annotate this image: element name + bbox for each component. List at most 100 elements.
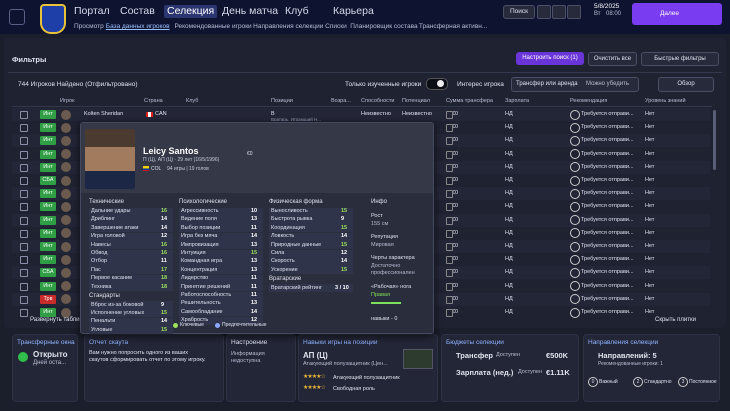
attr-row	[269, 284, 353, 293]
continue-button[interactable]: Далее	[632, 3, 722, 25]
toolbar-icon[interactable]	[567, 5, 581, 19]
column-header[interactable]: Страна	[144, 98, 163, 104]
cell-wage: НД	[505, 137, 513, 144]
time: 08:00	[606, 11, 622, 17]
panel-title: Трансферные окна	[17, 339, 75, 346]
mood-panel: Настроение Информация недоступна	[226, 334, 296, 402]
attr-value: 14	[251, 308, 258, 315]
checkbox[interactable]	[20, 150, 28, 159]
toolbar-icon[interactable]	[537, 5, 551, 19]
attr-name: Координация	[271, 224, 305, 231]
nav-subtab[interactable]: Списки	[325, 23, 347, 30]
avatar	[61, 109, 71, 120]
kind-count: 0	[588, 377, 598, 387]
nav-subtab[interactable]: Планировщик состава	[350, 23, 418, 30]
budget-amount: €1.11K	[546, 368, 570, 377]
checkbox[interactable]	[20, 124, 28, 133]
expand-table[interactable]: Развернуть таблицу	[30, 317, 86, 323]
column-header[interactable]: Уровень знаний	[645, 98, 686, 104]
rec-icon	[570, 228, 580, 239]
attr-value: 14	[251, 233, 258, 240]
attr-value: 15	[251, 250, 258, 256]
column-header[interactable]: Игрок	[60, 98, 75, 104]
column-header[interactable]: Способности	[361, 98, 395, 104]
nav-tab[interactable]: Портал	[74, 5, 110, 17]
cell-rec: Требуется отправи...	[581, 309, 634, 315]
attr-name: Природные данные	[271, 241, 322, 248]
nav-tab[interactable]: Клуб	[285, 5, 309, 17]
checkbox[interactable]	[20, 295, 28, 304]
info-title: Инфо	[371, 199, 387, 205]
nav-tab[interactable]: Селекция	[164, 5, 218, 18]
search-button[interactable]: Поиск	[503, 5, 535, 19]
checkbox[interactable]	[20, 269, 28, 278]
cell-fee: €0	[452, 163, 459, 170]
mood-text: Информация недоступна	[231, 351, 265, 364]
transfer-text: Трансфер или аренда	[516, 81, 578, 87]
cell-position-detail: Вратарь, Играющий Н...	[271, 116, 322, 122]
group-subtitle: Стандарты	[89, 293, 120, 299]
checkbox[interactable]	[20, 111, 28, 119]
fee-icon	[446, 243, 453, 251]
column-header[interactable]: Позиции	[271, 98, 293, 104]
group-subtitle: Вратарские	[269, 276, 302, 283]
quick-filters[interactable]: Быстрые фильтры	[641, 52, 719, 66]
nav-tab[interactable]: День матча	[222, 5, 279, 17]
fee-icon	[446, 269, 453, 278]
cell-knowledge: Нет	[645, 150, 655, 157]
cell-rec: Требуется отправи...	[581, 243, 634, 249]
configure-search[interactable]: Настроить поиск (1)	[516, 52, 584, 65]
clear-all[interactable]: Очистить все	[588, 52, 637, 66]
nav-tab[interactable]: Карьера	[333, 5, 374, 17]
checkbox[interactable]	[20, 243, 28, 251]
attr-row	[89, 326, 173, 335]
transfer-window-panel: Трансферные окна Открыто Дней оста...	[12, 334, 78, 402]
tag: Инт	[40, 255, 56, 265]
toolbar-icon[interactable]	[552, 5, 566, 19]
column-header[interactable]: Сумма трансфера	[446, 98, 493, 104]
hide-tiles[interactable]: Скрыть плитки	[655, 317, 696, 323]
column-header[interactable]: Клуб	[186, 98, 199, 104]
checkbox[interactable]	[20, 216, 28, 225]
avatar	[61, 215, 71, 226]
nav-tab[interactable]: Состав	[120, 5, 155, 17]
view-button[interactable]: Обзор	[658, 77, 714, 92]
nav-subtab[interactable]: Трансферная активн...	[418, 23, 488, 30]
attr-row	[269, 266, 353, 275]
cell-position: В	[271, 111, 275, 117]
checkbox[interactable]	[20, 282, 28, 291]
attr-value: 13	[251, 216, 258, 223]
checkbox[interactable]	[20, 137, 28, 146]
nav-subtab[interactable]: Рекомендованные игроки	[174, 23, 252, 30]
menu-icon[interactable]	[9, 9, 25, 25]
checkbox[interactable]	[20, 309, 28, 317]
checkbox[interactable]	[20, 256, 28, 265]
attr-row	[269, 241, 353, 250]
cell-knowledge: Нет	[645, 282, 655, 289]
cell-knowledge: Нет	[645, 203, 655, 210]
nav-subtab[interactable]: База данных игроков	[105, 23, 170, 30]
tag: Инт	[40, 215, 56, 225]
cell-knowledge: Нет	[645, 295, 655, 302]
attr-value: 13	[251, 300, 258, 307]
checkbox[interactable]	[20, 177, 28, 185]
column-header[interactable]: Потенциал	[402, 98, 430, 104]
attr-row	[179, 257, 263, 266]
column-header[interactable]: Зарплата	[505, 98, 530, 104]
checkbox[interactable]	[20, 163, 28, 172]
nav-subtab[interactable]: Направления селекции	[253, 23, 324, 30]
checkbox[interactable]	[20, 203, 28, 212]
checkbox[interactable]	[20, 190, 28, 199]
scrollbar	[713, 110, 716, 170]
checkbox[interactable]	[20, 229, 28, 238]
row[interactable]	[12, 108, 710, 121]
attr-value: 18	[161, 283, 168, 290]
transfer-filter[interactable]: Трансфер или аренда Можно убедить	[511, 77, 639, 92]
column-header[interactable]: Рекомендация	[570, 98, 608, 104]
rec-icon	[570, 307, 580, 318]
tag: Трв	[40, 294, 56, 304]
cell-knowledge: Нет	[645, 124, 655, 131]
attr-name: Обвод	[91, 250, 108, 256]
nav-subtab[interactable]: Просмотр	[74, 23, 104, 30]
column-header[interactable]: Возра...	[331, 98, 351, 104]
